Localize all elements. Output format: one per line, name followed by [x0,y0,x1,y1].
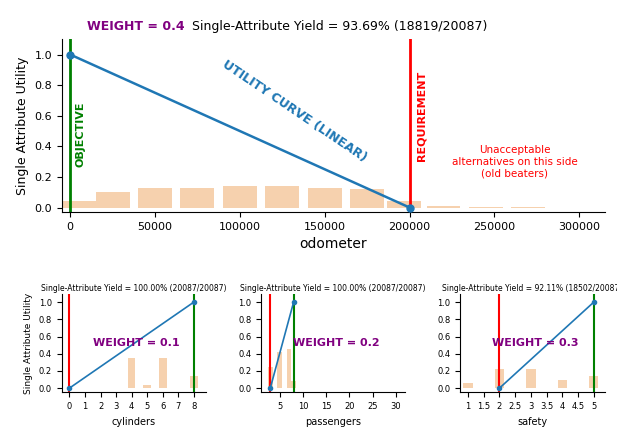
Bar [511,207,545,208]
Text: WEIGHT = 0.4: WEIGHT = 0.4 [87,20,184,33]
Bar [495,369,504,388]
Bar [268,367,273,388]
Bar [277,352,282,388]
X-axis label: passengers: passengers [305,417,361,427]
Bar [350,189,384,208]
Text: REQUIREMENT: REQUIREMENT [416,71,426,161]
Bar [287,349,291,388]
Bar [589,376,598,388]
Title: Single-Attribute Yield = 100.00% (20087/20087): Single-Attribute Yield = 100.00% (20087/… [241,284,426,293]
X-axis label: odometer: odometer [299,237,367,252]
Bar [469,207,503,208]
Y-axis label: Single Attribute Utility: Single Attribute Utility [24,293,33,394]
Text: Single-Attribute Yield = 93.69% (18819/20087): Single-Attribute Yield = 93.69% (18819/2… [192,20,487,33]
Bar [159,358,167,388]
Bar [190,376,197,388]
Text: WEIGHT = 0.3: WEIGHT = 0.3 [492,338,579,348]
Y-axis label: Single Attribute Utility: Single Attribute Utility [15,57,28,195]
Text: Unacceptable
alternatives on this side
(old beaters): Unacceptable alternatives on this side (… [452,145,578,178]
Text: WEIGHT = 0.1: WEIGHT = 0.1 [94,338,180,348]
Bar [463,383,473,388]
Bar [138,187,172,208]
Bar [181,187,215,208]
Title: Single-Attribute Yield = 92.11% (18502/20087): Single-Attribute Yield = 92.11% (18502/2… [442,284,617,293]
Bar [223,186,257,208]
Bar [387,201,421,208]
Bar [128,358,136,388]
Bar [291,381,296,388]
Bar [558,380,567,388]
Bar [526,369,536,388]
X-axis label: cylinders: cylinders [112,417,156,427]
Bar [426,206,460,208]
Bar [265,186,299,208]
Bar [96,192,130,208]
Bar [143,385,151,388]
Bar [308,187,342,208]
X-axis label: safety: safety [518,417,547,427]
Title: Single-Attribute Yield = 100.00% (20087/20087): Single-Attribute Yield = 100.00% (20087/… [41,284,226,293]
Bar [62,201,96,208]
Text: UTILITY CURVE (LINEAR): UTILITY CURVE (LINEAR) [220,58,369,164]
Text: WEIGHT = 0.2: WEIGHT = 0.2 [292,338,379,348]
Text: OBJECTIVE: OBJECTIVE [75,101,85,167]
